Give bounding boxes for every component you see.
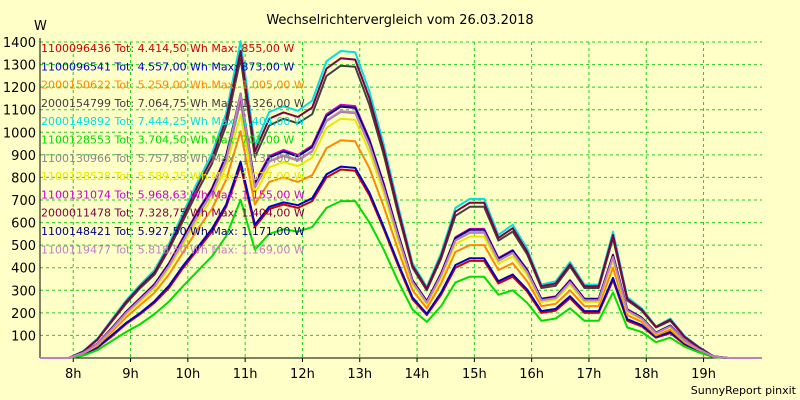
x-tick-label: 12h [290, 367, 315, 382]
x-tick-label: 8h [65, 367, 82, 382]
y-tick-label: 700 [11, 194, 36, 209]
legend-entry: 2000150622 Tot: 5.259,00 Wh Max: 1.005,0… [41, 79, 305, 92]
y-tick-label: 600 [11, 217, 36, 232]
y-tick-label: 1000 [3, 126, 36, 141]
y-tick-label: 1100 [3, 104, 36, 119]
x-tick-label: 11h [233, 367, 258, 382]
x-tick-label: 18h [634, 367, 659, 382]
x-tick-label: 9h [122, 367, 139, 382]
y-tick-label: 1300 [3, 59, 36, 74]
legend-entry: 1100119477 Tot: 5.818,50 Wh Max: 1.169,0… [41, 243, 305, 256]
series-line [40, 50, 762, 359]
x-tick-label: 16h [519, 367, 544, 382]
x-tick-label: 10h [175, 367, 200, 382]
legend-entry: 1100096436 Tot: 4.414,50 Wh Max: 855,00 … [41, 42, 294, 55]
legend-entry: 1100096541 Tot: 4.557,00 Wh Max: 873,00 … [41, 60, 294, 73]
x-tick-label: 13h [347, 367, 372, 382]
x-tick-label: 14h [405, 367, 430, 382]
legend-entry: 1100128528 Tot: 5.589,25 Wh Max: 1.077,0… [41, 170, 305, 183]
legend-entry: 1100130966 Tot: 5.757,88 Wh Max: 1.135,0… [41, 152, 305, 165]
series-line [40, 198, 762, 359]
legend-entry: 2000149892 Tot: 7.444,25 Wh Max: 1.404,0… [41, 115, 305, 128]
y-tick-label: 400 [11, 262, 36, 277]
y-tick-label: 900 [11, 149, 36, 164]
legend-entry: 2000154799 Tot: 7.064,75 Wh Max: 1.326,0… [41, 97, 305, 110]
x-tick-label: 15h [462, 367, 487, 382]
series-line [40, 113, 762, 359]
chart-title: Wechselrichtervergleich vom 26.03.2018 [266, 13, 533, 28]
series-line [40, 160, 762, 359]
legend-entry: 1100148421 Tot: 5.927,50 Wh Max: 1.171,0… [41, 225, 305, 238]
y-tick-label: 800 [11, 171, 36, 186]
y-tick-label: 1400 [3, 36, 36, 51]
x-tick-label: 17h [577, 367, 602, 382]
y-tick-label: 200 [11, 307, 36, 322]
y-tick-label: 100 [11, 329, 36, 344]
legend-entry: 1100128553 Tot: 3.704,50 Wh Max: 701,00 … [41, 134, 294, 147]
y-tick-label: 1200 [3, 81, 36, 96]
y-tick-label: 500 [11, 239, 36, 254]
series-line [40, 93, 762, 359]
y-axis-label: W [34, 19, 47, 34]
legend-entry: 2000011478 Tot: 7.328,75 Wh Max: 1.404,0… [41, 207, 305, 220]
series-line [40, 130, 762, 359]
x-tick-label: 19h [691, 367, 716, 382]
y-tick-label: 300 [11, 284, 36, 299]
legend-entry: 1100131074 Tot: 5.968,63 Wh Max: 1.155,0… [41, 188, 305, 201]
footer-credit: SunnyReport pinxit [691, 384, 797, 397]
